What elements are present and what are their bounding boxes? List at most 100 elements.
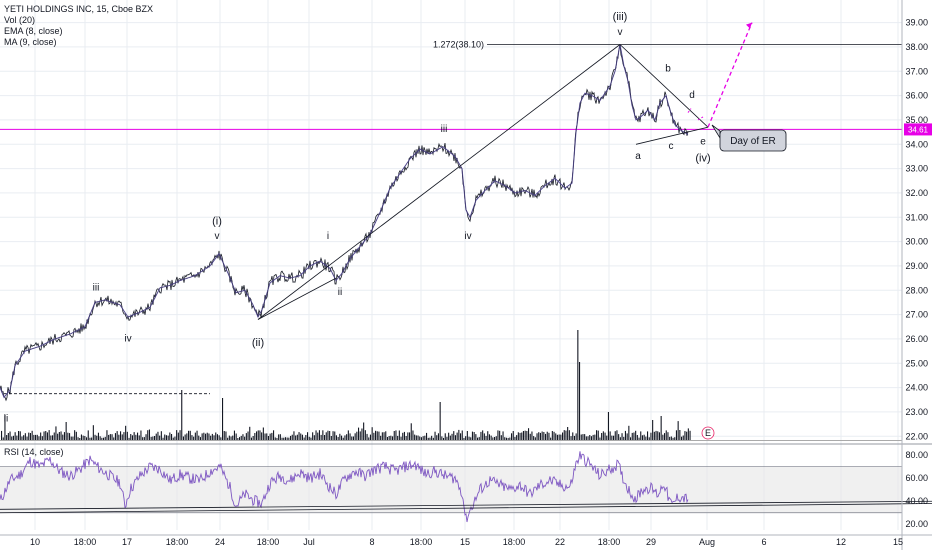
volume-bar [82, 435, 84, 440]
volume-bar [181, 390, 183, 440]
volume-bar [363, 422, 365, 440]
legend-volume[interactable]: Vol (20) [4, 15, 36, 25]
volume-bar [626, 433, 628, 440]
price-tick-label: 27.00 [905, 310, 928, 320]
volume-bar [497, 430, 499, 440]
volume-bar [296, 434, 298, 440]
volume-bar [364, 430, 366, 440]
volume-bar [568, 430, 570, 440]
volume-bar [31, 430, 33, 440]
volume-bar [471, 431, 473, 440]
volume-bar [41, 436, 43, 440]
volume-bar [291, 434, 293, 440]
volume-bar [281, 437, 283, 440]
volume-bar [245, 433, 247, 440]
volume-bar [614, 431, 616, 440]
volume-bar [594, 434, 596, 440]
volume-bar [143, 437, 145, 440]
rsi-tick-label: 20.00 [905, 519, 928, 529]
volume-bar [235, 433, 237, 440]
volume-bar [252, 436, 254, 440]
volume-bar [414, 434, 416, 440]
volume-bar [142, 437, 144, 440]
volume-bar [33, 434, 35, 440]
volume-bar [286, 437, 288, 440]
volume-bar [434, 431, 436, 440]
volume-bar [79, 438, 81, 440]
volume-bar [519, 432, 521, 440]
volume-bar [199, 437, 201, 440]
volume-bar [188, 430, 190, 440]
volume-bar [538, 432, 540, 440]
volume-bar [91, 437, 93, 440]
volume-bar [92, 425, 94, 440]
volume-bar [494, 437, 496, 440]
volume-bar [689, 430, 691, 440]
volume-bar [426, 432, 428, 440]
volume-bar [301, 434, 303, 440]
volume-bar [461, 430, 463, 440]
volume-bar [432, 437, 434, 440]
volume-bar [266, 433, 268, 440]
volume-bar [109, 434, 111, 440]
volume-bar [679, 430, 681, 440]
volume-bar [405, 436, 407, 440]
volume-bar [84, 436, 86, 440]
volume-bar [628, 425, 630, 440]
volume-bar [69, 433, 71, 440]
volume-bar [516, 435, 518, 440]
volume-bar [1, 430, 3, 440]
volume-bar [412, 430, 414, 440]
volume-bar [101, 437, 103, 440]
time-tick-label: 29 [646, 537, 656, 547]
price-tick-label: 26.00 [905, 334, 928, 344]
volume-bar [371, 427, 373, 440]
time-tick-label: 18:00 [74, 537, 97, 547]
chart-title: YETI HOLDINGS INC, 15, Cboe BZX [4, 4, 154, 14]
volume-bar [208, 433, 210, 440]
time-tick-label: 15 [893, 537, 903, 547]
volume-bar [271, 432, 273, 440]
volume-bar [77, 437, 79, 440]
volume-bar [674, 437, 676, 440]
volume-bar [103, 437, 105, 440]
volume-bar [378, 431, 380, 440]
volume-bar [36, 434, 38, 440]
volume-bar [410, 423, 412, 440]
legend-rsi[interactable]: RSI (14, close) [4, 447, 64, 457]
volume-bar [305, 435, 307, 440]
legend-ema[interactable]: EMA (8, close) [4, 26, 63, 36]
earnings-marker-icon: E [705, 428, 711, 438]
volume-bar [454, 435, 456, 440]
triangle-lower [635, 126, 709, 145]
volume-bar [640, 431, 642, 440]
volume-bar [529, 433, 531, 440]
volume-bar [555, 433, 557, 440]
rsi-line [0, 451, 689, 523]
rsi-tick-label: 40.00 [905, 496, 928, 506]
volume-bar [373, 432, 375, 440]
volume-bar [660, 416, 662, 440]
rsi-pane [0, 443, 932, 523]
volume-bar [349, 433, 351, 440]
volume-bar [106, 430, 108, 440]
volume-bar [154, 436, 156, 440]
legend-ma[interactable]: MA (9, close) [4, 37, 57, 47]
price-series [0, 44, 689, 402]
rsi-trendline-lower [0, 503, 932, 514]
volume-bar [548, 432, 550, 440]
volume-bar [344, 435, 346, 440]
volume-bar [2, 437, 4, 440]
volume-bar [80, 434, 82, 440]
volume-bar [177, 432, 179, 440]
earnings-marker-circle[interactable] [701, 426, 715, 440]
volume-bar [279, 434, 281, 440]
volume-bar [220, 437, 222, 440]
volume-bar [686, 431, 688, 440]
volume-bar [113, 437, 115, 440]
volume-bar [431, 435, 433, 440]
wave-label-11: v [618, 27, 623, 38]
volume-bar [213, 435, 215, 440]
